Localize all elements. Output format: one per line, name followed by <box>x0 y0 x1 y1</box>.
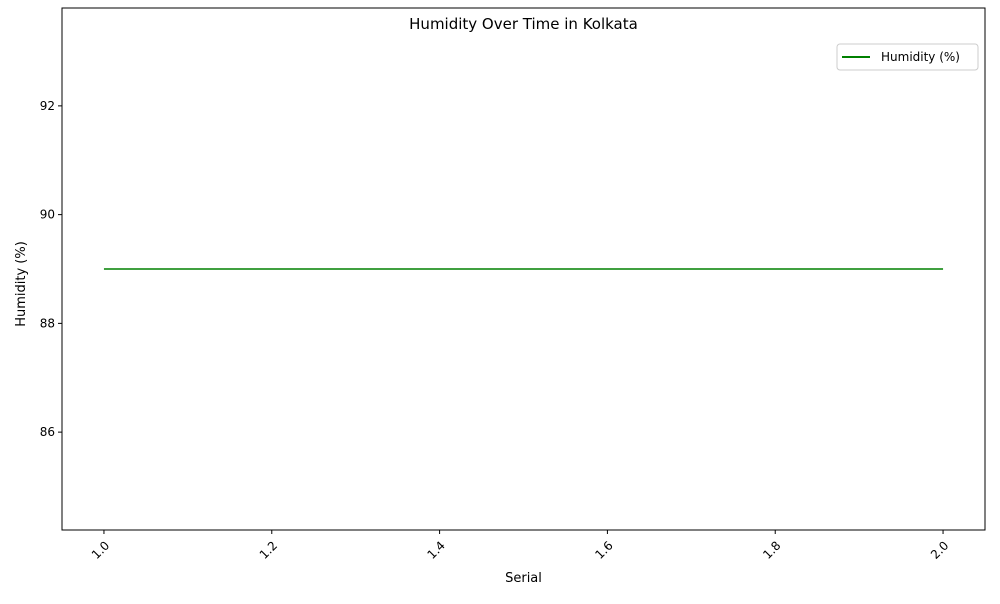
plot-frame <box>61 7 986 531</box>
axes: 1.0 1.2 1.4 1.6 1.8 2.0 86 88 90 92 <box>40 99 952 562</box>
x-tick-label: 1.2 <box>257 538 280 561</box>
x-tick-label: 1.0 <box>89 538 112 561</box>
x-tick-label: 1.6 <box>592 538 615 561</box>
legend-label: Humidity (%) <box>881 50 960 64</box>
y-tick-label: 86 <box>40 425 55 439</box>
y-tick-label: 92 <box>40 99 55 113</box>
x-tick-label: 1.4 <box>425 538 448 561</box>
y-axis-label: Humidity (%) <box>14 241 29 327</box>
legend-box <box>836 43 979 71</box>
y-tick-label: 88 <box>40 316 55 330</box>
legend: Humidity (%) <box>836 43 979 71</box>
x-tick-label: 1.8 <box>760 538 783 561</box>
x-axis-label: Serial <box>505 571 542 586</box>
x-tick-label: 2.0 <box>928 538 951 561</box>
chart-title: Humidity Over Time in Kolkata <box>409 15 638 33</box>
y-tick-label: 90 <box>40 208 55 222</box>
